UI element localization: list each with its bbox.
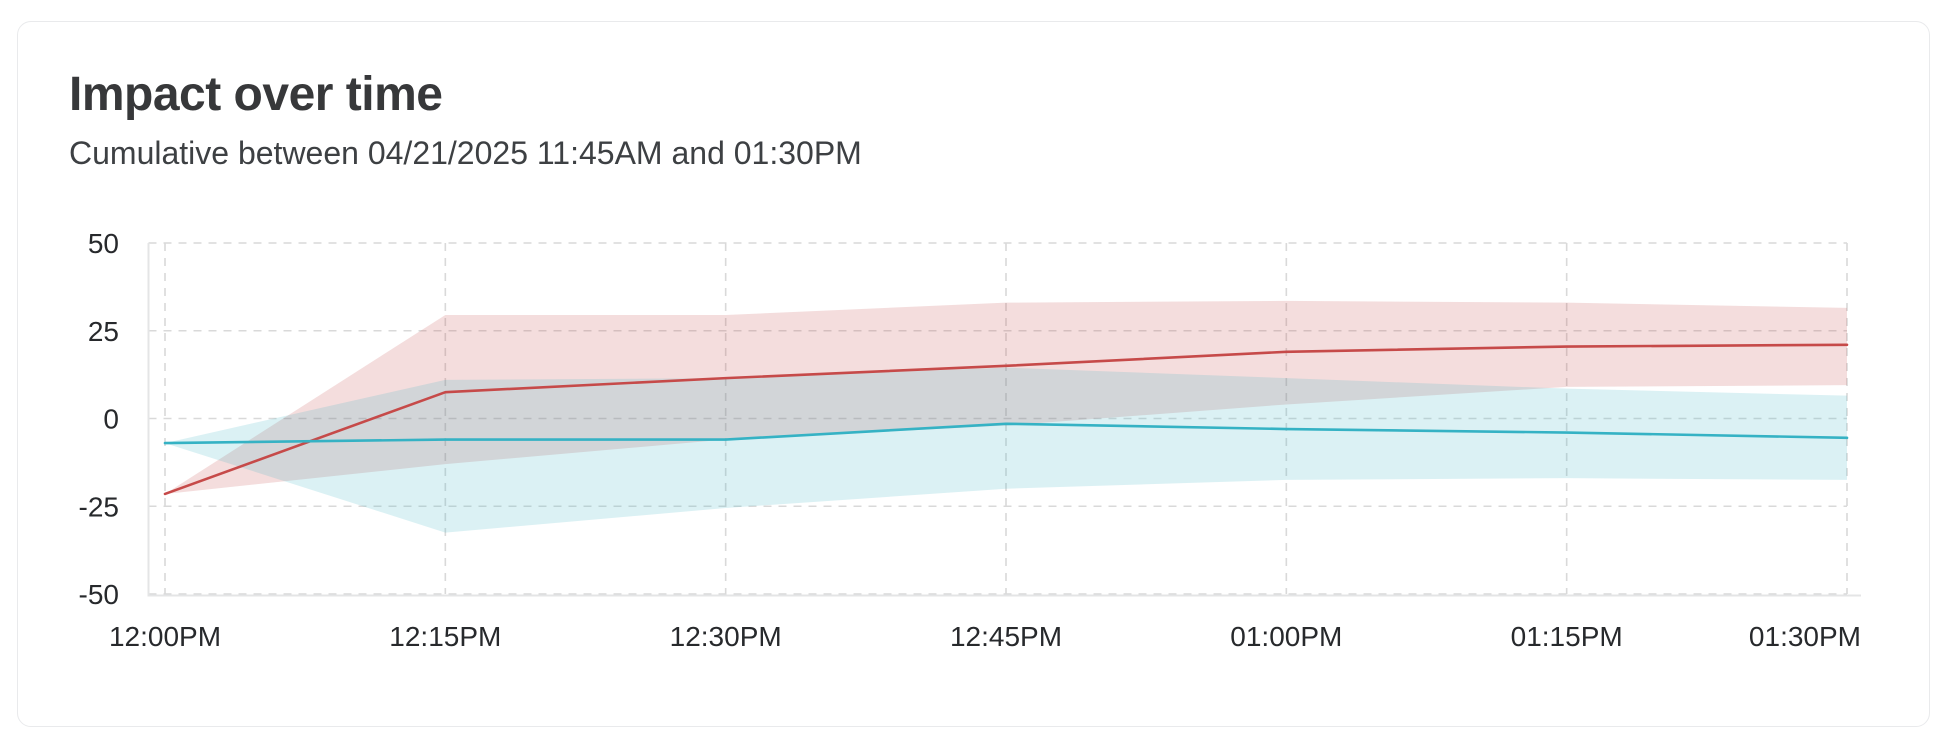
x-tick-label: 01:30PM	[1749, 621, 1861, 652]
x-tick-label: 12:15PM	[389, 621, 501, 652]
y-tick-label: -50	[79, 579, 119, 610]
y-tick-label: 25	[88, 316, 119, 347]
x-tick-label: 12:00PM	[109, 621, 221, 652]
x-tick-label: 12:30PM	[670, 621, 782, 652]
chart-title: Impact over time	[69, 68, 443, 121]
impact-over-time-chart: 50 25 0 -25 -50 12:00PM 12:15PM 12:30PM 12:45PM 0…	[79, 228, 1861, 652]
x-tick-label: 01:15PM	[1511, 621, 1623, 652]
cyan-confidence-band	[165, 367, 1847, 533]
red-line	[163, 343, 1849, 496]
impact-card: Impact over time Cumulative between 04/2…	[17, 21, 1930, 727]
y-tick-label: -25	[79, 491, 119, 522]
x-tick-label: 12:45PM	[950, 621, 1062, 652]
chart-subtitle: Cumulative between 04/21/2025 11:45AM an…	[69, 135, 862, 171]
y-tick-label: 50	[88, 228, 119, 259]
cyan-line	[163, 422, 1849, 445]
x-tick-label: 01:00PM	[1230, 621, 1342, 652]
y-tick-label: 0	[103, 404, 119, 435]
